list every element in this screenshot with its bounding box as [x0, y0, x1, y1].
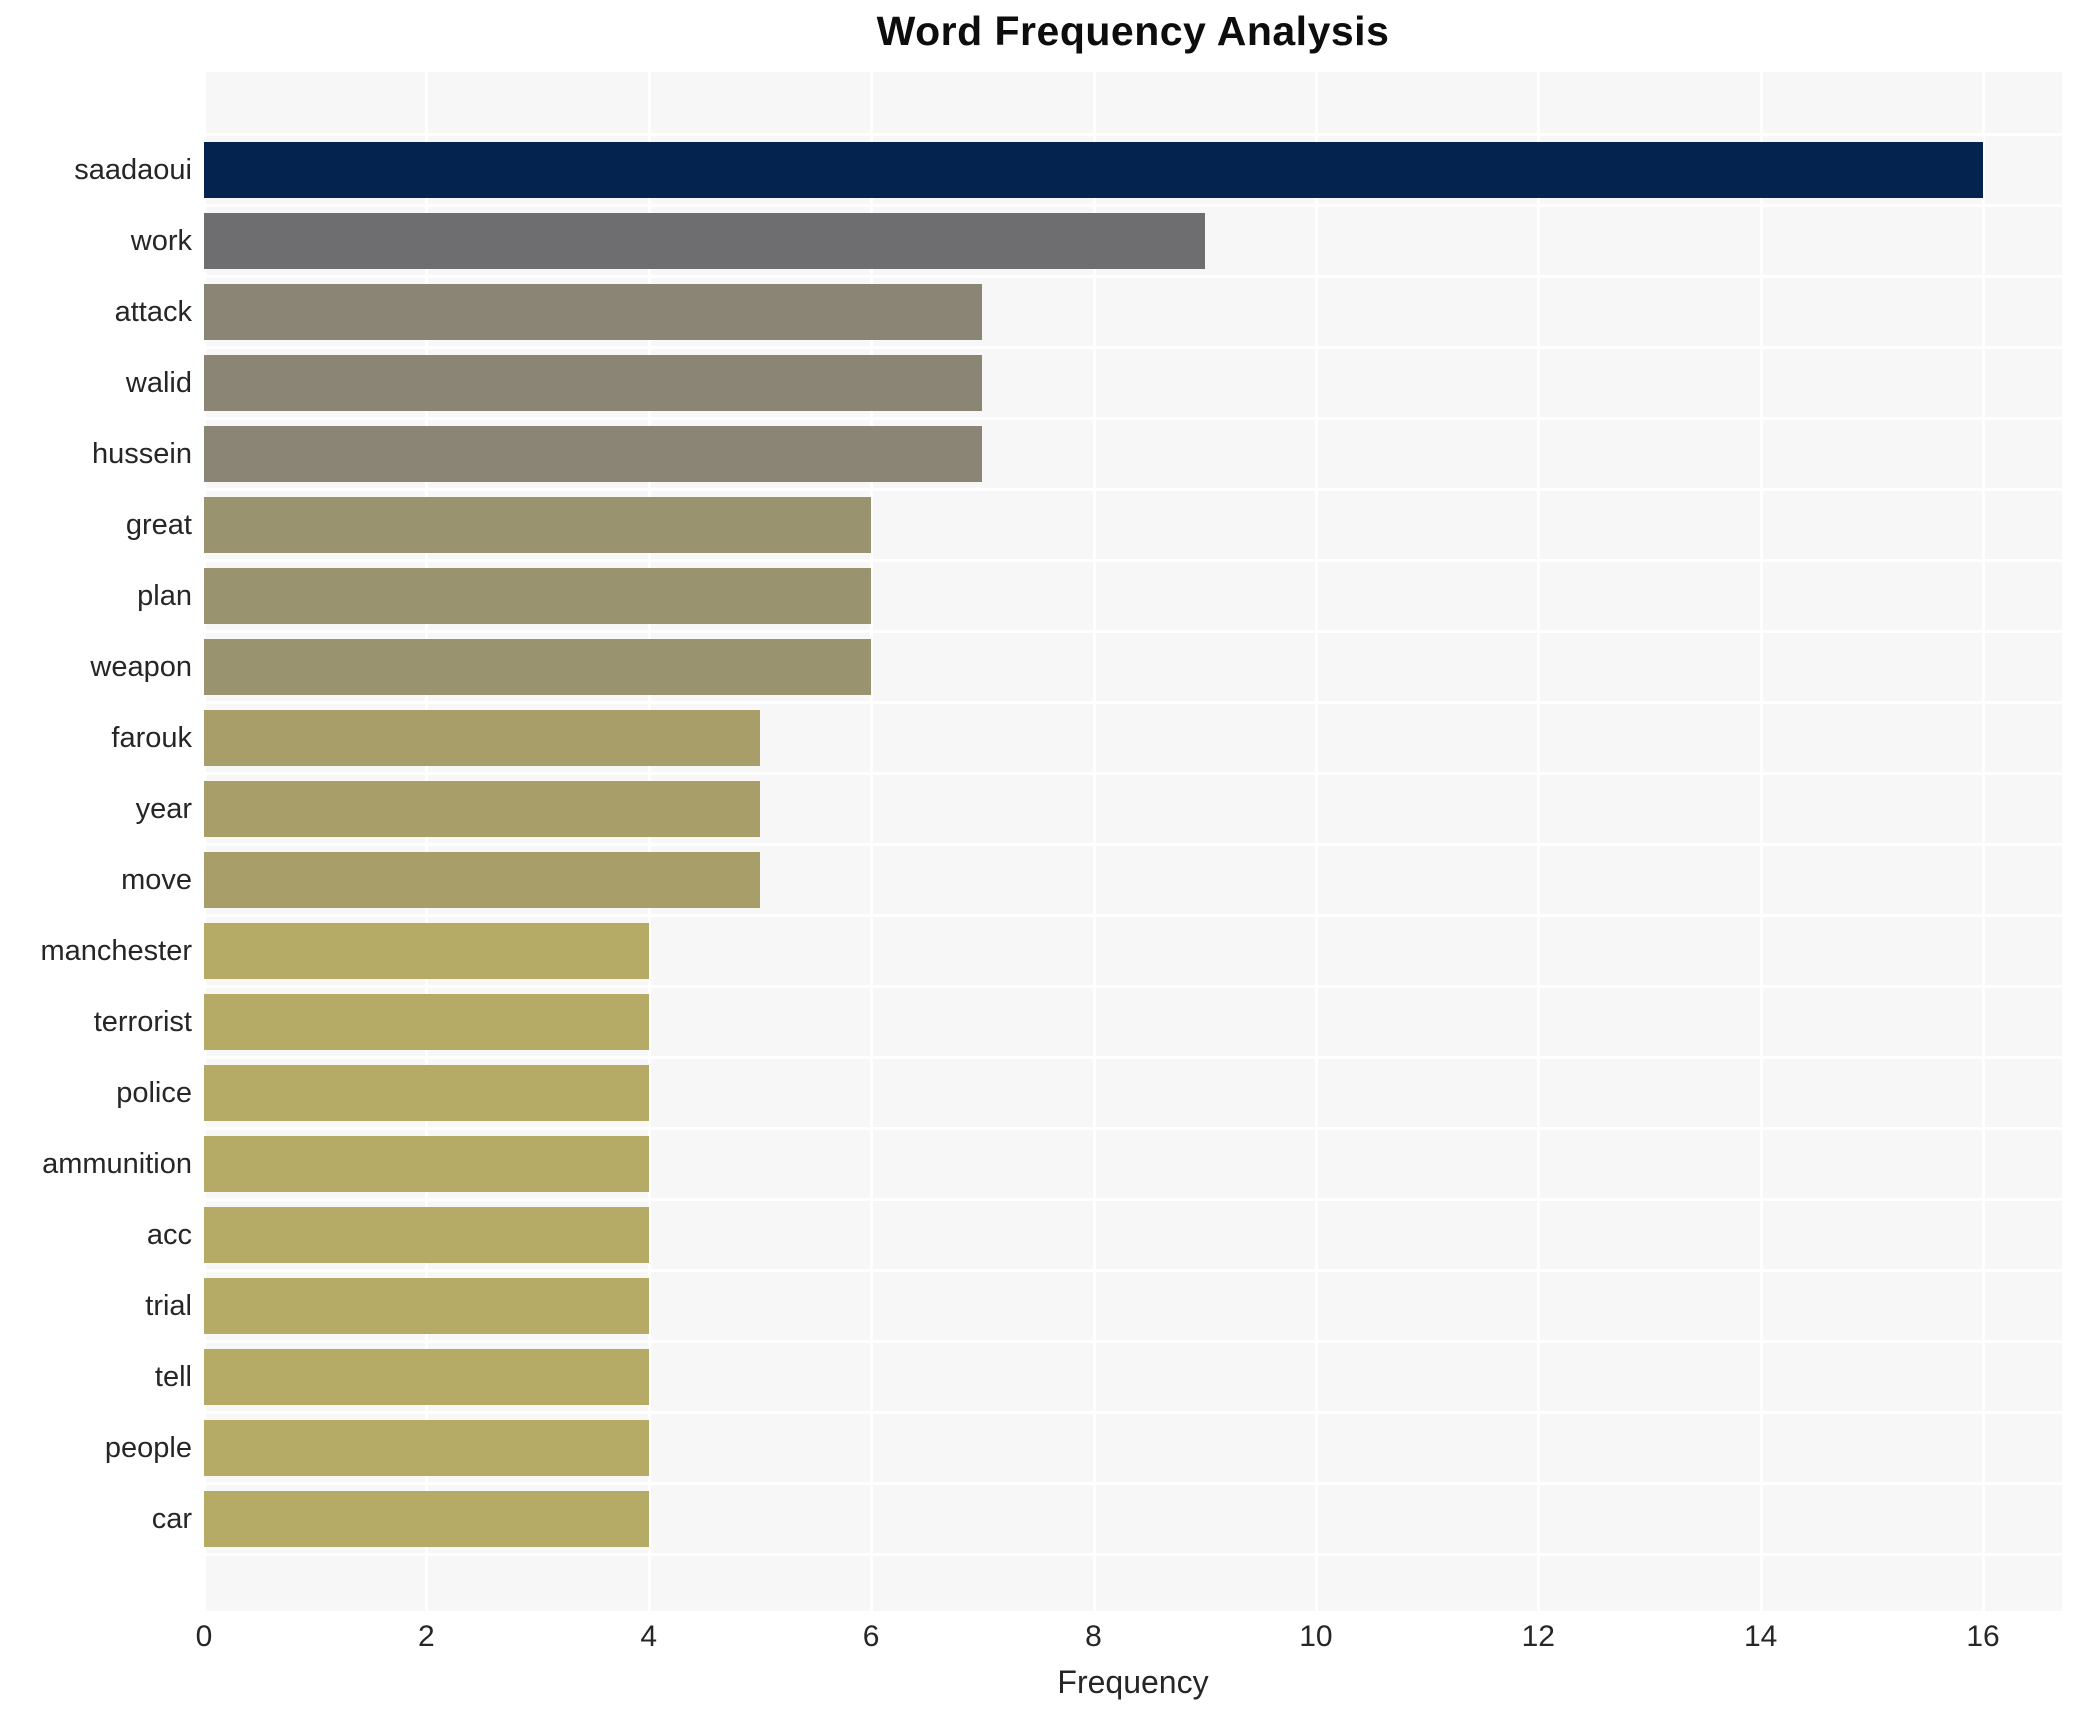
horizontal-gridline	[204, 1482, 2062, 1485]
x-tick-14: 14	[1743, 1620, 1778, 1653]
horizontal-gridline	[204, 1127, 2062, 1130]
bar-great	[204, 497, 872, 553]
horizontal-gridline	[204, 417, 2062, 420]
category-label-manchester: manchester	[40, 935, 192, 967]
category-label-year: year	[135, 793, 192, 825]
vertical-gridline	[647, 72, 651, 1611]
category-label-trial: trial	[145, 1290, 192, 1322]
vertical-gridline	[1982, 72, 1986, 1611]
category-label-great: great	[125, 509, 192, 541]
vertical-gridline	[1537, 72, 1541, 1611]
category-label-acc: acc	[146, 1219, 192, 1251]
horizontal-gridline	[204, 772, 2062, 775]
bar-walid	[204, 355, 983, 411]
category-label-work: work	[130, 225, 192, 257]
horizontal-gridline	[204, 985, 2062, 988]
bar-move	[204, 852, 760, 908]
chart-title: Word Frequency Analysis	[876, 8, 1390, 54]
bar-police	[204, 1065, 649, 1121]
x-tick-12: 12	[1521, 1620, 1555, 1653]
x-tick-10: 10	[1299, 1620, 1333, 1653]
category-label-ammunition: ammunition	[42, 1148, 192, 1180]
vertical-gridline	[425, 72, 429, 1611]
horizontal-gridline	[204, 488, 2062, 491]
horizontal-gridline	[204, 914, 2062, 917]
x-tick-6: 6	[862, 1620, 880, 1653]
horizontal-gridline	[204, 1411, 2062, 1414]
category-label-attack: attack	[114, 296, 192, 328]
vertical-gridline	[203, 72, 206, 1611]
horizontal-gridline	[204, 630, 2062, 633]
category-label-terrorist: terrorist	[93, 1006, 192, 1038]
vertical-gridline	[1314, 72, 1318, 1611]
category-label-farouk: farouk	[111, 722, 192, 754]
category-label-car: car	[151, 1503, 192, 1535]
x-tick-8: 8	[1085, 1620, 1102, 1653]
bar-plan	[204, 568, 872, 624]
category-label-walid: walid	[125, 367, 192, 399]
bar-farouk	[204, 710, 760, 766]
horizontal-gridline	[204, 1269, 2062, 1272]
horizontal-gridline	[204, 1198, 2062, 1201]
category-label-police: police	[116, 1077, 192, 1109]
bar-ammunition	[204, 1136, 649, 1192]
horizontal-gridline	[204, 346, 2062, 349]
category-label-plan: plan	[137, 580, 192, 612]
horizontal-gridline	[204, 133, 2062, 136]
horizontal-gridline	[204, 559, 2062, 562]
category-label-weapon: weapon	[90, 651, 192, 683]
bar-hussein	[204, 426, 983, 482]
bar-weapon	[204, 639, 872, 695]
x-tick-2: 2	[418, 1620, 435, 1653]
horizontal-gridline	[204, 275, 2062, 278]
bar-car	[204, 1491, 649, 1547]
category-label-move: move	[121, 864, 192, 896]
category-label-tell: tell	[154, 1361, 192, 1393]
bar-trial	[204, 1278, 649, 1334]
bar-work	[204, 213, 1205, 269]
x-tick-16: 16	[1966, 1620, 2000, 1653]
horizontal-gridline	[204, 1340, 2062, 1343]
bar-saadaoui	[204, 142, 1984, 198]
bar-acc	[204, 1207, 649, 1263]
y-axis-category-labels: saadaoui work attack walid hussein great plan w…	[0, 72, 192, 1611]
category-label-saadaoui: saadaoui	[74, 154, 192, 186]
x-axis-title: Frequency	[1057, 1664, 1209, 1700]
bar-terrorist	[204, 994, 649, 1050]
x-tick-0: 0	[195, 1620, 213, 1653]
x-tick-4: 4	[640, 1620, 658, 1653]
bar-year	[204, 781, 760, 837]
horizontal-gridline	[204, 1553, 2062, 1556]
horizontal-gridline	[204, 204, 2062, 207]
horizontal-gridline	[204, 701, 2062, 704]
x-axis-tick-labels: 0 2 4 6 8 10 12 14 16	[196, 1620, 2062, 1660]
horizontal-gridline	[204, 843, 2062, 846]
horizontal-gridline	[204, 1056, 2062, 1059]
bar-manchester	[204, 923, 649, 979]
category-label-people: people	[104, 1432, 192, 1464]
category-label-hussein: hussein	[92, 438, 192, 470]
bar-tell	[204, 1349, 649, 1405]
vertical-gridline	[870, 72, 874, 1611]
vertical-gridline	[1092, 72, 1096, 1611]
plot-area	[203, 72, 2062, 1611]
bar-people	[204, 1420, 649, 1476]
bar-attack	[204, 284, 983, 340]
vertical-gridline	[1759, 72, 1763, 1611]
